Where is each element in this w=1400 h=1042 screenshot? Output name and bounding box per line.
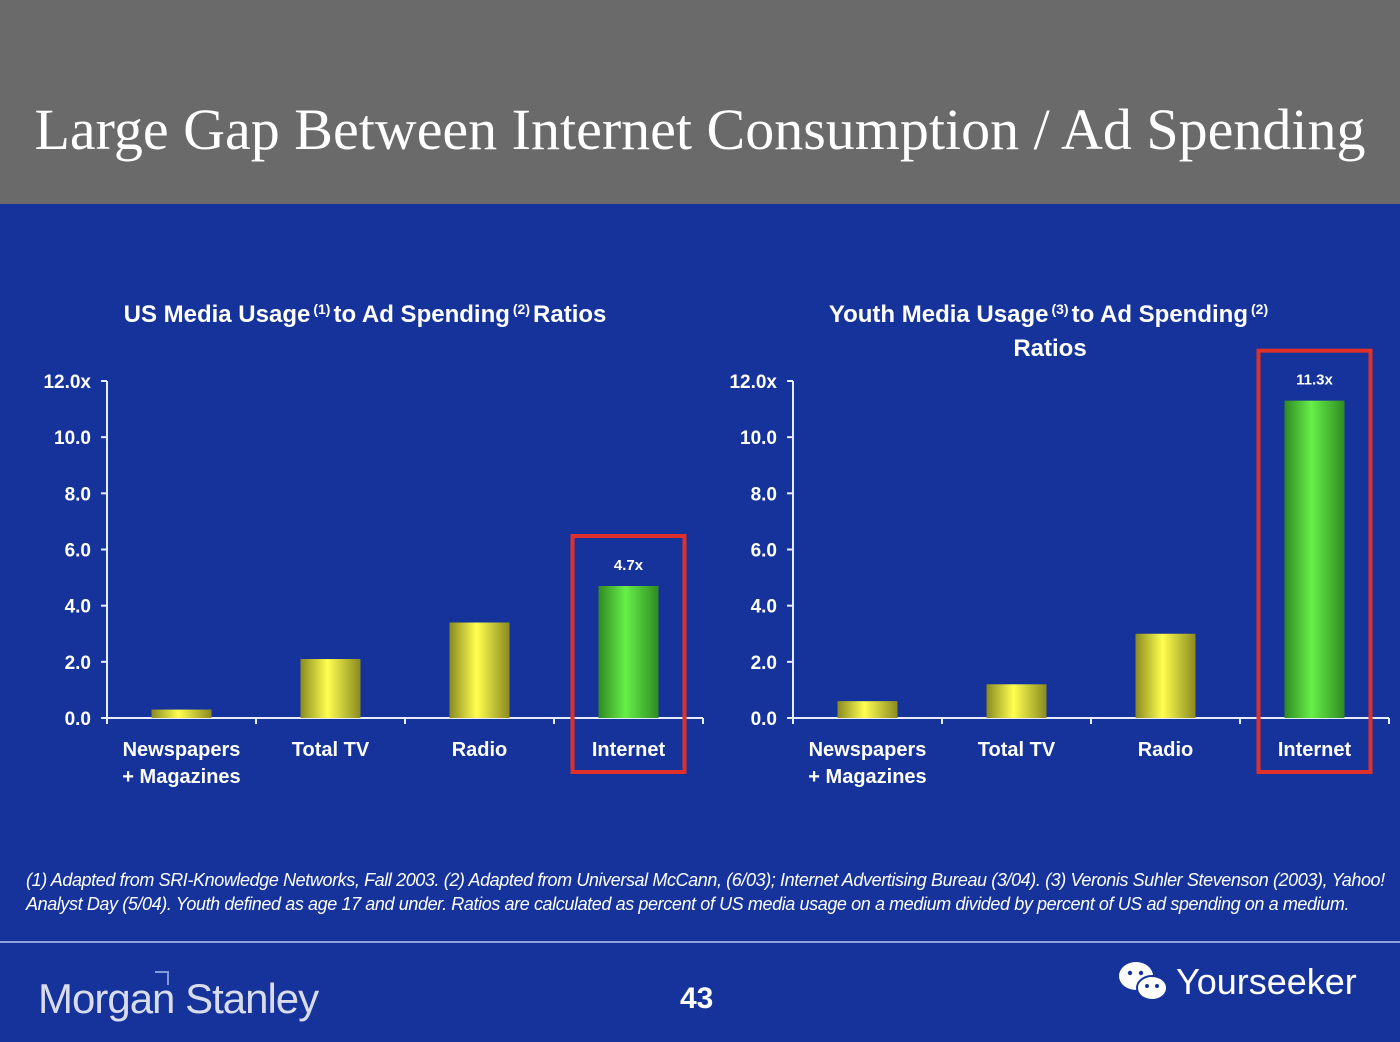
category-label: Radio <box>452 739 508 761</box>
category-label: Total TV <box>978 739 1056 761</box>
footnote-ref: (3) <box>1051 301 1069 317</box>
data-label: 4.7x <box>614 557 644 574</box>
slide-title: Large Gap Between Internet Consumption /… <box>34 97 1366 162</box>
bar <box>837 701 898 718</box>
bar <box>151 709 212 718</box>
data-label: 11.3x <box>1296 372 1333 389</box>
y-tick-label: 4.0 <box>751 597 777 618</box>
y-tick-label: 10.0 <box>54 428 91 449</box>
logo-text: Morgan Stanley <box>38 975 319 1022</box>
title-part: Youth Media Usage <box>828 301 1049 328</box>
bar <box>598 586 659 718</box>
y-tick-label: 0.0 <box>751 709 777 730</box>
chart-title-youth: Youth Media Usage (3) to Ad Spending (2) Rat… <box>790 292 1310 366</box>
logo-mark-icon <box>155 971 169 985</box>
title-part: Ratios <box>1013 335 1087 362</box>
chart-title-us: US Media Usage (1) to Ad Spending (2) Ratios <box>40 292 690 332</box>
y-tick-label: 6.0 <box>65 541 91 562</box>
category-label: Newspapers <box>123 739 241 761</box>
bar <box>986 684 1047 718</box>
y-tick-label: 4.0 <box>65 597 91 618</box>
page-number: 43 <box>680 982 714 1015</box>
y-tick-label: 2.0 <box>65 653 91 674</box>
y-tick-label: 10.0 <box>740 428 777 449</box>
bar <box>1135 633 1196 718</box>
bar <box>300 659 361 718</box>
highlight-box <box>1256 348 1373 775</box>
y-tick-label: 12.0x <box>43 372 91 393</box>
title-part: to Ad Spending <box>333 301 510 328</box>
footnote-ref: (2) <box>1251 301 1269 317</box>
category-label: Total TV <box>292 739 370 761</box>
category-label: Radio <box>1138 739 1194 761</box>
footnote-ref: (2) <box>512 301 531 317</box>
divider <box>0 941 1400 943</box>
category-label: + Magazines <box>808 766 926 788</box>
watermark: Yourseeker <box>1118 960 1357 1004</box>
y-tick-label: 2.0 <box>751 653 777 674</box>
y-tick-label: 0.0 <box>65 709 91 730</box>
header-bar <box>0 0 1400 204</box>
youth-ratio-chart: 0.0 2.0 4.0 6.0 8.0 10.0 12.0x Newspapers + Maga… <box>729 348 1390 788</box>
title-part: to Ad Spending <box>1071 301 1248 328</box>
y-tick-label: 6.0 <box>751 541 777 562</box>
category-label: Newspapers <box>809 739 927 761</box>
y-tick-label: 8.0 <box>65 484 91 505</box>
watermark-text: Yourseeker <box>1176 961 1357 1002</box>
bar <box>449 622 510 718</box>
y-tick-label: 12.0x <box>729 372 777 393</box>
us-ratio-chart: 0.0 2.0 4.0 6.0 8.0 10.0 12.0x Newspapers + Maga… <box>43 372 704 788</box>
category-label: + Magazines <box>122 766 240 788</box>
highlight-box <box>570 534 687 774</box>
footnote: (1) Adapted from SRI-Knowledge Networks,… <box>26 870 1385 914</box>
wechat-icon <box>1119 962 1168 1001</box>
footnote-ref: (1) <box>313 301 331 317</box>
morgan-stanley-logo: Morgan Stanley <box>38 971 319 1023</box>
category-label: Internet <box>1278 739 1352 761</box>
bar <box>1284 400 1345 718</box>
y-tick-label: 8.0 <box>751 484 777 505</box>
title-part: Ratios <box>533 301 607 328</box>
category-label: Internet <box>592 739 666 761</box>
title-part: US Media Usage <box>123 301 311 328</box>
